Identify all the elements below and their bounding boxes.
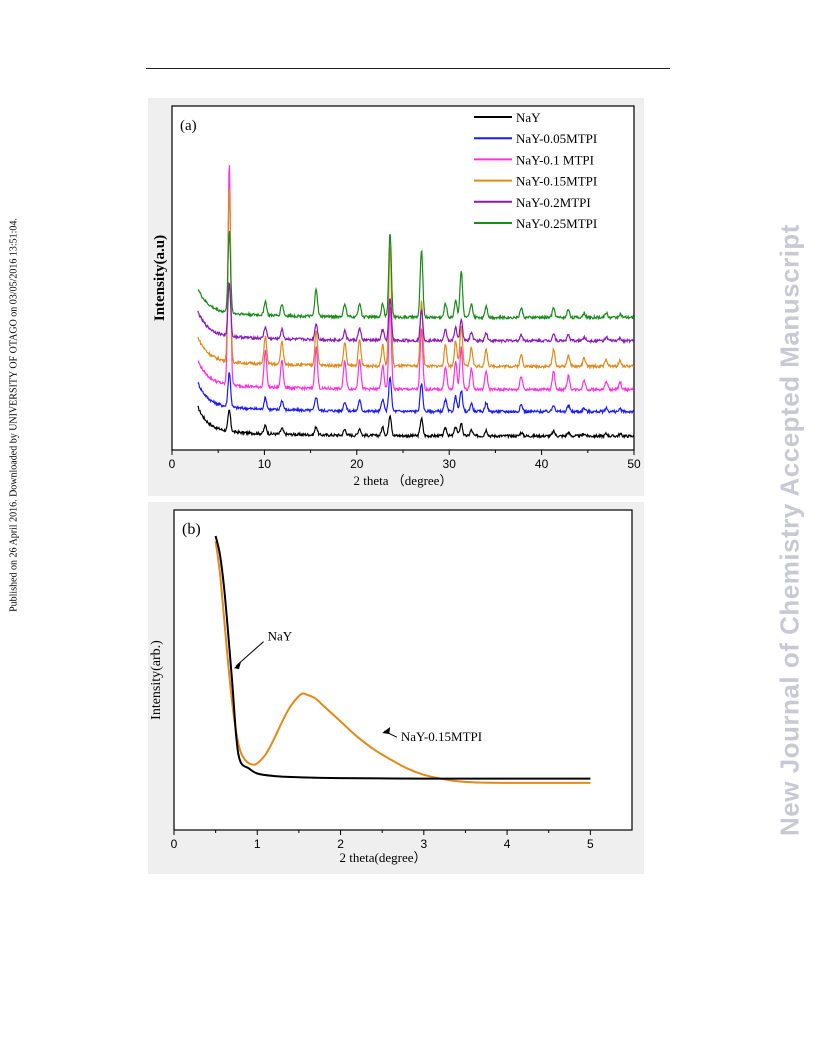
series-line-3 [197, 188, 634, 370]
x-tick-label-5: 50 [627, 457, 641, 471]
x-tick-label-5: 5 [587, 837, 594, 851]
series-line-0 [197, 405, 634, 440]
x-tick-label-2: 2 [337, 837, 344, 851]
y-axis-label: Intensity(a.u) [152, 235, 168, 321]
legend-label-2: NaY-0.1 MTPI [516, 152, 594, 167]
x-tick-label-0: 0 [171, 837, 178, 851]
annotation-label-0: NaY [268, 629, 293, 644]
header-rule [146, 68, 670, 69]
figure-a: 0 10 20 30 40 50 2 theta （degree） Intensity(a.u… [148, 98, 644, 496]
publication-stamp-text: Published on 26 April 2016. Downloaded b… [8, 218, 20, 612]
series-line-5 [197, 231, 634, 321]
figure-b: 0 1 2 3 4 5 2 theta(degree） Intensity(arb.) (b) N… [148, 502, 644, 874]
x-tick-label-4: 4 [504, 837, 511, 851]
annotation-arrowhead-1 [382, 727, 391, 735]
plot-area [171, 105, 635, 451]
x-tick-label-1: 10 [258, 457, 272, 471]
series-line-4 [197, 281, 634, 345]
x-tick-label-2: 20 [350, 457, 364, 471]
annotation-arrowhead-0 [233, 662, 241, 670]
x-tick-label-0: 0 [169, 457, 176, 471]
annotation-arrow-0 [235, 641, 264, 667]
legend-label-0: NaY [516, 110, 541, 125]
y-axis-label: Intensity(arb.) [149, 640, 164, 720]
legend-label-3: NaY-0.15MTPI [516, 174, 597, 189]
series-line-2 [197, 165, 634, 393]
xrd-wide-angle-chart: 0 10 20 30 40 50 2 theta （degree） Intensity(a.u… [148, 98, 644, 496]
x-tick-label-3: 3 [420, 837, 427, 851]
x-tick-label-3: 30 [443, 457, 457, 471]
legend-label-5: NaY-0.25MTPI [516, 216, 597, 231]
x-tick-label-1: 1 [254, 837, 261, 851]
legend-label-4: NaY-0.2MTPI [516, 195, 591, 210]
x-tick-label-4: 40 [535, 457, 549, 471]
xrd-small-angle-chart: 0 1 2 3 4 5 2 theta(degree） Intensity(arb.) (b) N… [148, 502, 644, 874]
plot-area [173, 509, 633, 831]
annotation-label-1: NaY-0.15MTPI [401, 729, 482, 744]
series-line-1 [197, 372, 634, 416]
legend-label-1: NaY-0.05MTPI [516, 131, 597, 146]
x-axis-label: 2 theta(degree） [340, 850, 427, 865]
series-line-0 [214, 535, 591, 780]
panel-label: (b) [182, 521, 201, 538]
journal-watermark-text: New Journal of Chemistry Accepted Manusc… [774, 224, 805, 836]
panel-label: (a) [180, 118, 197, 134]
x-axis-label: 2 theta （degree） [354, 473, 453, 488]
